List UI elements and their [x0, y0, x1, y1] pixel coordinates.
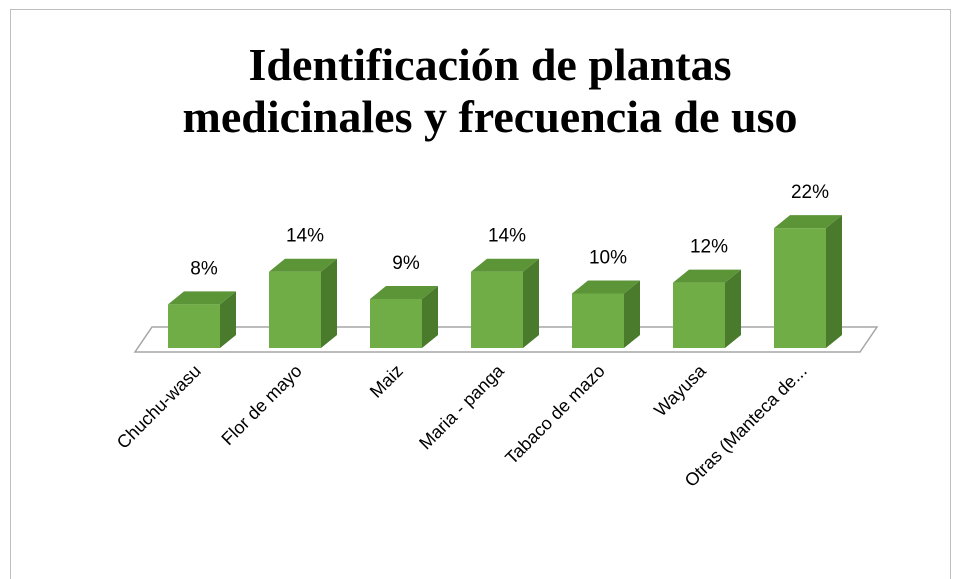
chart-title: Identificación de plantas: [248, 39, 731, 90]
bar-top: [370, 285, 438, 299]
bar-top: [673, 269, 741, 283]
bar: [370, 285, 438, 348]
value-label: 10%: [589, 248, 627, 269]
value-label: 14%: [488, 226, 526, 247]
bar-front: [168, 304, 220, 348]
bar-front: [269, 271, 321, 348]
bar-top: [168, 291, 236, 305]
bar-side: [422, 285, 438, 348]
value-label: 8%: [190, 258, 218, 279]
bar-side: [523, 258, 539, 348]
bar: [572, 280, 640, 348]
bar-side: [220, 291, 236, 348]
bar-side: [321, 258, 337, 348]
bar-side: [624, 280, 640, 348]
bar: [774, 215, 842, 348]
bar: [673, 269, 741, 348]
value-label: 9%: [392, 253, 420, 274]
bar-front: [572, 293, 624, 348]
bar-side: [826, 215, 842, 348]
bar: [168, 291, 236, 348]
bar-top: [269, 258, 337, 272]
bar-front: [370, 298, 422, 348]
value-label: 22%: [791, 182, 829, 203]
bar: [269, 258, 337, 348]
bar-front: [471, 271, 523, 348]
value-label: 14%: [286, 226, 324, 247]
bar-front: [673, 282, 725, 348]
value-label: 12%: [690, 237, 728, 258]
bar-top: [471, 258, 539, 272]
bar-top: [774, 215, 842, 229]
bar-top: [572, 280, 640, 294]
bar-side: [725, 269, 741, 348]
bar: [471, 258, 539, 348]
bar-front: [774, 228, 826, 348]
chart-title: medicinales y frecuencia de uso: [183, 91, 798, 142]
